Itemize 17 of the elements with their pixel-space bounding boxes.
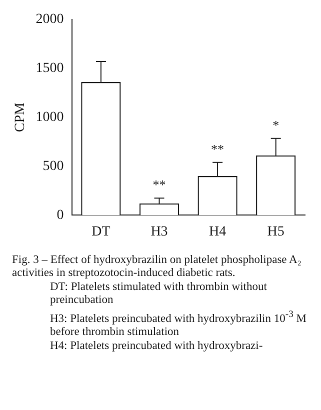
- text: DT: Platelets stimulated with thrombin without preincubation: [49, 281, 268, 307]
- x-tick-label: H4: [208, 224, 226, 240]
- data-label: **: [152, 176, 166, 192]
- caption: Fig. 3 – Effect of hydroxybrazilin on platelet phospholipase A₂ activities in streptozotocin-induced diabetic rats.: [12, 254, 302, 280]
- y-tick-label: 500: [42, 158, 64, 174]
- x-tick-label: H5: [267, 224, 284, 240]
- x-tick-label: H3: [150, 224, 168, 240]
- data-label: *: [272, 117, 280, 132]
- data-label: **: [211, 141, 224, 156]
- y-tick-label: 1000: [36, 110, 64, 125]
- text: H3: Platelets preincubated with hydroxybrazilin 10$^{-3}$ M before thrombin stimulation: [50, 309, 306, 338]
- y-tick-label: 1500: [36, 61, 64, 76]
- y-axis-title: CPM: [13, 102, 28, 132]
- y-tick-label: 2000: [36, 12, 64, 28]
- text: H4: Platelets preincubated with hydroxybrazi-: [49, 340, 264, 353]
- x-tick-label: DT: [92, 224, 111, 240]
- y-tick-label: 0: [56, 208, 64, 223]
